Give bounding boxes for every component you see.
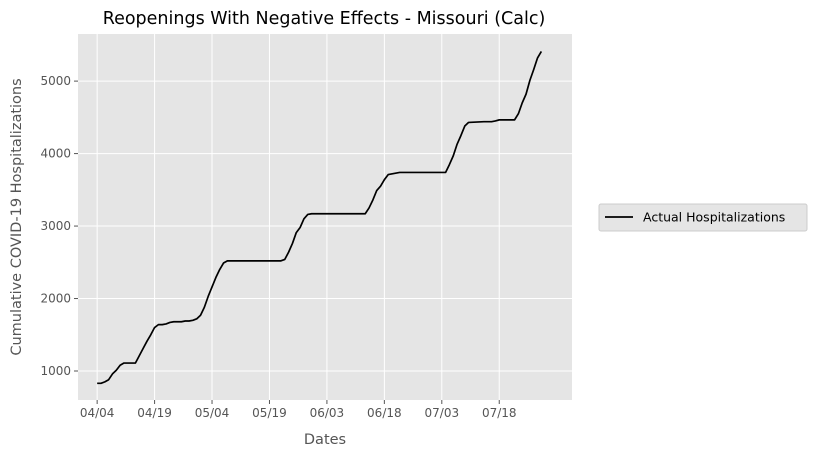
series-layer bbox=[97, 50, 543, 385]
y-tick-label: 2000 bbox=[40, 292, 71, 306]
x-tick-label: 07/18 bbox=[482, 406, 517, 420]
x-tick-label: 04/19 bbox=[137, 406, 172, 420]
y-tick-label: 5000 bbox=[40, 74, 71, 88]
x-tick-label: 06/03 bbox=[310, 406, 345, 420]
axis-ticks: 04/04 04/19 05/04 05/19 06/03 06/18 07/03 07/18… bbox=[40, 74, 516, 420]
y-tick-label: 1000 bbox=[40, 364, 71, 378]
x-tick-label: 06/18 bbox=[367, 406, 402, 420]
plot-area bbox=[78, 34, 572, 400]
grid-lines bbox=[78, 34, 572, 400]
x-tick-label: 04/04 bbox=[80, 406, 115, 420]
x-tick-label: 07/03 bbox=[425, 406, 460, 420]
x-tick-label: 05/19 bbox=[252, 406, 287, 420]
legend-label: Actual Hospitalizations bbox=[643, 210, 785, 225]
y-tick-label: 3000 bbox=[40, 219, 71, 233]
legend-box bbox=[598, 203, 808, 232]
x-tick-label: 05/04 bbox=[195, 406, 230, 420]
legend: Actual Hospitalizations bbox=[598, 203, 808, 232]
y-tick-label: 4000 bbox=[40, 147, 71, 161]
series-line-actual-hospitalizations bbox=[97, 50, 543, 385]
y-axis-label: Cumulative COVID-19 Hospitalizations bbox=[9, 78, 25, 355]
x-axis-label: Dates bbox=[304, 432, 346, 448]
chart-title: Reopenings With Negative Effects - Misso… bbox=[103, 9, 546, 29]
